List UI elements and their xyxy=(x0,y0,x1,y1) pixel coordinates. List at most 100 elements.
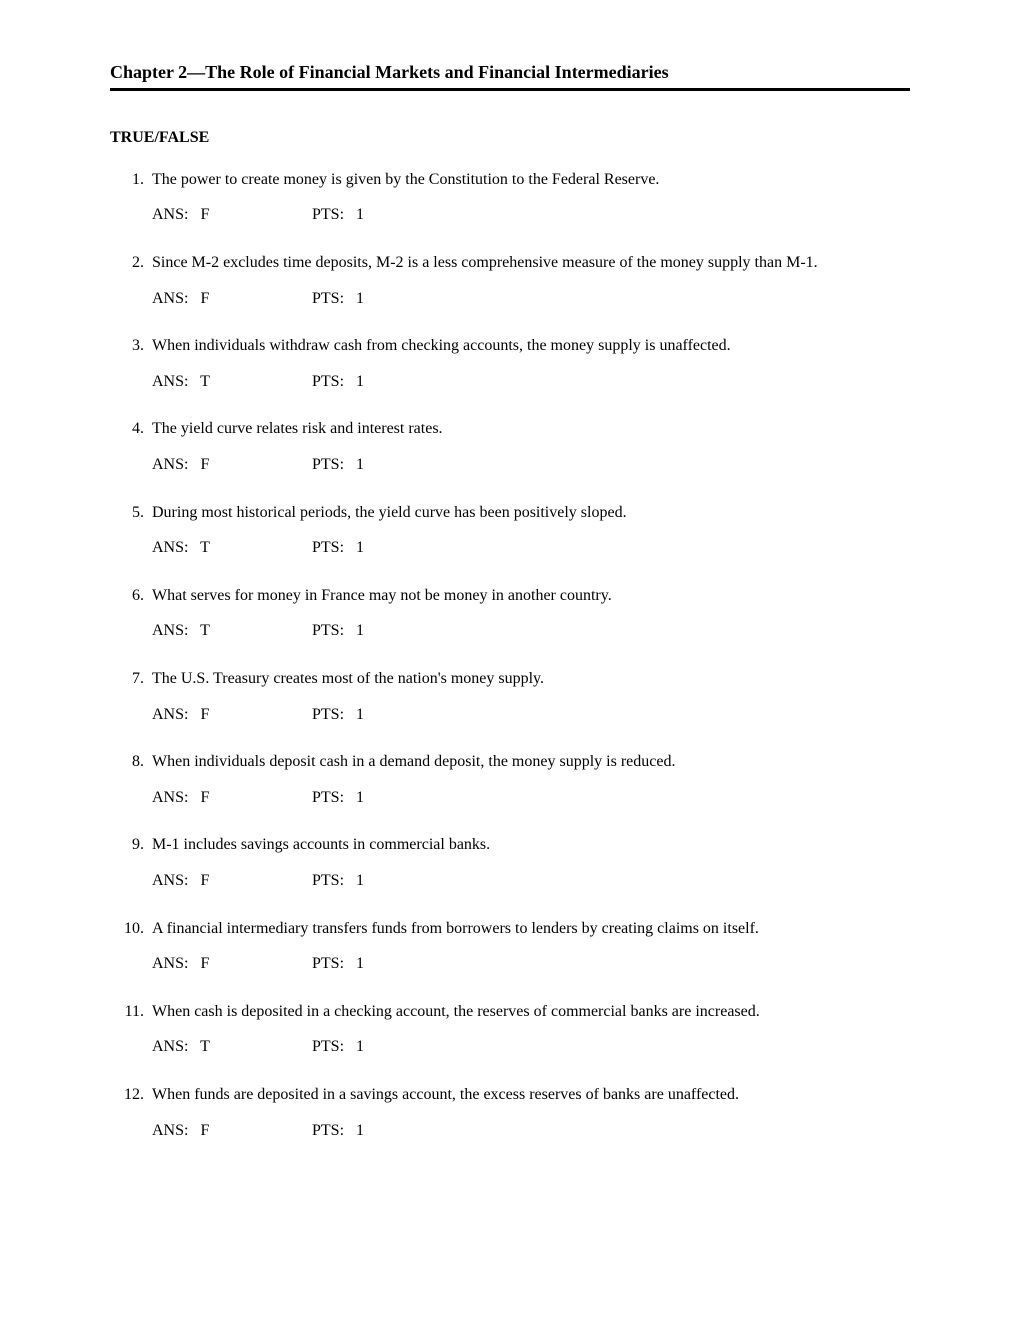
points-block: PTS: 1 xyxy=(312,787,364,809)
question-item: 12.When funds are deposited in a savings… xyxy=(112,1084,910,1155)
answer-value: F xyxy=(188,704,209,726)
answer-row: ANS: TPTS: 1 xyxy=(152,1036,910,1058)
points-block: PTS: 1 xyxy=(312,454,364,476)
points-value: 1 xyxy=(344,870,364,892)
points-label: PTS: xyxy=(312,704,344,726)
answer-block: ANS: T xyxy=(152,537,312,559)
points-value: 1 xyxy=(344,1036,364,1058)
points-block: PTS: 1 xyxy=(312,288,364,310)
points-label: PTS: xyxy=(312,371,344,393)
answer-label: ANS: xyxy=(152,204,188,226)
points-block: PTS: 1 xyxy=(312,620,364,642)
question-number: 12. xyxy=(112,1084,152,1155)
answer-label: ANS: xyxy=(152,288,188,310)
question-item: 2.Since M-2 excludes time deposits, M-2 … xyxy=(112,252,910,323)
question-number: 11. xyxy=(112,1001,152,1072)
question-item: 10.A financial intermediary transfers fu… xyxy=(112,918,910,989)
answer-label: ANS: xyxy=(152,1120,188,1142)
question-item: 1.The power to create money is given by … xyxy=(112,169,910,240)
answer-row: ANS: F PTS: 1 xyxy=(152,787,910,809)
answer-label: ANS: xyxy=(152,870,188,892)
answer-row: ANS: FPTS: 1 xyxy=(152,204,910,226)
answer-value: T xyxy=(188,371,209,393)
points-value: 1 xyxy=(344,787,364,809)
question-number: 9. xyxy=(112,834,152,905)
question-item: 9.M-1 includes savings accounts in comme… xyxy=(112,834,910,905)
question-body: When cash is deposited in a checking acc… xyxy=(152,1001,910,1072)
points-label: PTS: xyxy=(312,787,344,809)
points-value: 1 xyxy=(344,620,364,642)
question-text: During most historical periods, the yiel… xyxy=(152,502,910,524)
question-number: 1. xyxy=(112,169,152,240)
question-number: 4. xyxy=(112,418,152,489)
points-block: PTS: 1 xyxy=(312,1120,364,1142)
answer-row: ANS: FPTS: 1 xyxy=(152,288,910,310)
section-header: TRUE/FALSE xyxy=(110,127,910,149)
answer-label: ANS: xyxy=(152,371,188,393)
points-block: PTS: 1 xyxy=(312,704,364,726)
answer-row: ANS: FPTS: 1 xyxy=(152,454,910,476)
answer-row: ANS: TPTS: 1 xyxy=(152,620,910,642)
question-text: Since M-2 excludes time deposits, M-2 is… xyxy=(152,252,910,274)
points-block: PTS: 1 xyxy=(312,870,364,892)
question-text: M-1 includes savings accounts in commerc… xyxy=(152,834,910,856)
answer-block: ANS: F xyxy=(152,288,312,310)
question-number: 7. xyxy=(112,668,152,739)
answer-row: ANS: FPTS: 1 xyxy=(152,1120,910,1142)
answer-block: ANS: F xyxy=(152,204,312,226)
points-label: PTS: xyxy=(312,870,344,892)
question-number: 5. xyxy=(112,502,152,573)
question-item: 4.The yield curve relates risk and inter… xyxy=(112,418,910,489)
question-item: 8.When individuals deposit cash in a dem… xyxy=(112,751,910,822)
points-value: 1 xyxy=(344,953,364,975)
question-body: During most historical periods, the yiel… xyxy=(152,502,910,573)
points-block: PTS: 1 xyxy=(312,371,364,393)
points-label: PTS: xyxy=(312,454,344,476)
points-value: 1 xyxy=(344,1120,364,1142)
question-text: When funds are deposited in a savings ac… xyxy=(152,1084,910,1106)
chapter-title: Chapter 2—The Role of Financial Markets … xyxy=(110,60,910,91)
answer-row: ANS: FPTS: 1 xyxy=(152,870,910,892)
question-text: When cash is deposited in a checking acc… xyxy=(152,1001,910,1023)
question-body: The power to create money is given by th… xyxy=(152,169,910,240)
answer-block: ANS: T xyxy=(152,371,312,393)
answer-label: ANS: xyxy=(152,787,188,809)
question-item: 11.When cash is deposited in a checking … xyxy=(112,1001,910,1072)
question-number: 6. xyxy=(112,585,152,656)
answer-value: T xyxy=(188,620,209,642)
question-number: 8. xyxy=(112,751,152,822)
answer-value: F xyxy=(188,870,209,892)
points-block: PTS: 1 xyxy=(312,204,364,226)
answer-label: ANS: xyxy=(152,953,188,975)
answer-value: F xyxy=(188,787,209,809)
answer-block: ANS: F xyxy=(152,454,312,476)
question-body: A financial intermediary transfers funds… xyxy=(152,918,910,989)
answer-value: T xyxy=(188,1036,209,1058)
question-item: 6.What serves for money in France may no… xyxy=(112,585,910,656)
answer-block: ANS: T xyxy=(152,620,312,642)
question-item: 5.During most historical periods, the yi… xyxy=(112,502,910,573)
question-number: 10. xyxy=(112,918,152,989)
points-label: PTS: xyxy=(312,204,344,226)
question-body: What serves for money in France may not … xyxy=(152,585,910,656)
points-value: 1 xyxy=(344,288,364,310)
answer-row: ANS: TPTS: 1 xyxy=(152,537,910,559)
points-value: 1 xyxy=(344,454,364,476)
answer-row: ANS: TPTS: 1 xyxy=(152,371,910,393)
answer-value: F xyxy=(188,204,209,226)
points-block: PTS: 1 xyxy=(312,537,364,559)
question-body: M-1 includes savings accounts in commerc… xyxy=(152,834,910,905)
question-text: When individuals deposit cash in a deman… xyxy=(152,751,910,773)
question-body: The U.S. Treasury creates most of the na… xyxy=(152,668,910,739)
answer-value: F xyxy=(188,288,209,310)
question-item: 3.When individuals withdraw cash from ch… xyxy=(112,335,910,406)
answer-label: ANS: xyxy=(152,620,188,642)
answer-label: ANS: xyxy=(152,704,188,726)
points-value: 1 xyxy=(344,537,364,559)
answer-block: ANS: F xyxy=(152,870,312,892)
question-body: When individuals deposit cash in a deman… xyxy=(152,751,910,822)
answer-row: ANS: FPTS: 1 xyxy=(152,953,910,975)
answer-value: F xyxy=(188,953,209,975)
answer-value: F xyxy=(188,454,209,476)
answer-row: ANS: F PTS: 1 xyxy=(152,704,910,726)
